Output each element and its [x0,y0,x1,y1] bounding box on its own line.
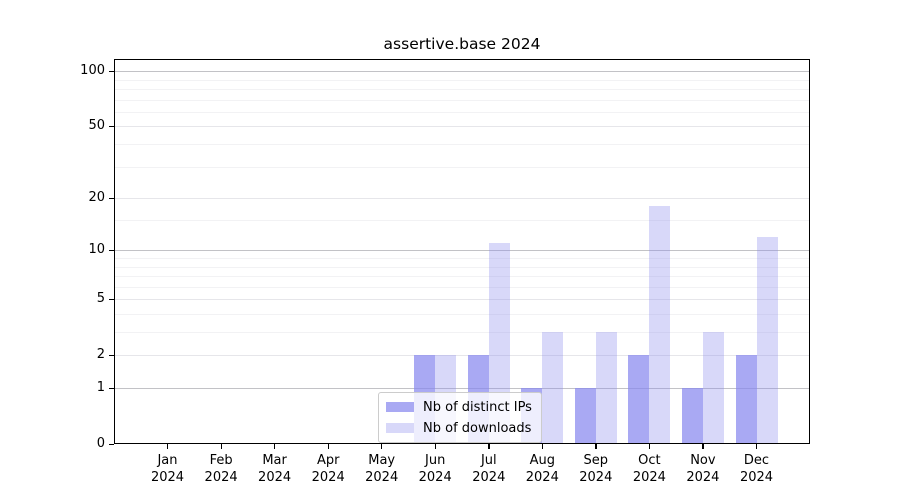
gridline-minor [114,314,810,315]
gridline-major [114,198,810,200]
bar-downloads-dec [756,236,778,444]
x-tick-label-may: May 2024 [365,453,399,485]
y-tick-label: 20 [88,190,105,206]
x-tick-mark [327,444,329,449]
chart-title: assertive.base 2024 [383,35,541,53]
legend-label-distinct-ips: Nb of distinct IPs [423,399,532,415]
bar-distinct-ips-nov [681,388,703,444]
x-tick-label-apr: Apr 2024 [311,453,345,485]
x-tick-mark [702,444,704,449]
y-tick-label: 0 [96,436,105,451]
x-tick-label-feb: Feb 2024 [204,453,238,485]
gridline-minor [114,89,810,90]
y-tick-mark [109,249,114,252]
legend-item-distinct-ips: Nb of distinct IPs [386,398,532,416]
x-tick-label-aug: Aug 2024 [525,453,559,485]
y-tick-label: 2 [96,347,105,363]
y-tick-label: 10 [88,242,105,258]
x-tick-mark [274,444,276,449]
gridline-minor [114,258,810,259]
y-tick-mark [109,387,114,389]
gridline-minor [114,276,810,277]
y-tick-mark [109,443,114,445]
bar-downloads-oct [649,206,671,444]
gridline-minor [114,266,810,268]
y-tick-label: 100 [80,63,105,79]
legend-swatch-distinct-ips [386,402,414,412]
y-tick-mark [109,197,114,199]
y-tick-label: 5 [96,291,105,307]
plot-area [114,59,810,444]
legend-label-downloads: Nb of downloads [423,420,532,436]
gridline-minor [114,286,810,288]
bar-downloads-aug [542,332,564,444]
x-tick-mark [220,444,222,449]
gridline-minor [114,79,810,81]
y-tick-mark [109,298,114,301]
y-tick-label: 1 [96,380,105,395]
x-tick-label-nov: Nov 2024 [686,453,720,485]
x-tick-label-jan: Jan 2024 [150,453,185,485]
y-tick-label: 50 [88,118,105,134]
gridline-decade [114,250,810,252]
x-tick-mark [595,444,597,449]
x-tick-mark [488,444,490,449]
x-tick-mark [756,444,758,449]
legend: Nb of distinct IPs Nb of downloads [378,392,542,443]
gridline-decade [114,388,810,389]
legend-item-downloads: Nb of downloads [386,419,532,437]
gridline-minor [114,220,810,221]
bar-downloads-nov [702,332,724,444]
x-tick-mark [167,444,169,449]
gridline-minor [114,144,810,145]
y-tick-mark [109,70,114,72]
x-tick-label-oct: Oct 2024 [632,453,666,485]
x-tick-label-mar: Mar 2024 [258,453,292,485]
bar-distinct-ips-oct [628,355,650,444]
legend-swatch-downloads [386,423,414,433]
gridline-minor [114,99,810,101]
x-tick-mark [648,444,651,449]
x-tick-mark [541,444,544,449]
gridline-decade [114,71,810,73]
x-tick-mark [381,444,383,449]
gridline-minor [114,111,810,113]
gridline-minor [114,166,810,168]
gridline-major [114,299,810,301]
bar-downloads-sep [595,332,617,444]
x-tick-label-dec: Dec 2024 [739,453,774,485]
x-tick-label-sep: Sep 2024 [579,453,613,485]
bar-distinct-ips-sep [574,388,596,444]
x-tick-mark [434,444,436,449]
bar-distinct-ips-dec [735,355,757,444]
y-tick-mark [109,125,114,128]
gridline-major [114,126,810,128]
x-tick-label-jul: Jul 2024 [472,453,506,485]
x-tick-label-jun: Jun 2024 [418,453,452,485]
gridline-major [114,355,810,357]
gridline-minor [114,332,810,333]
y-tick-mark [109,354,114,357]
